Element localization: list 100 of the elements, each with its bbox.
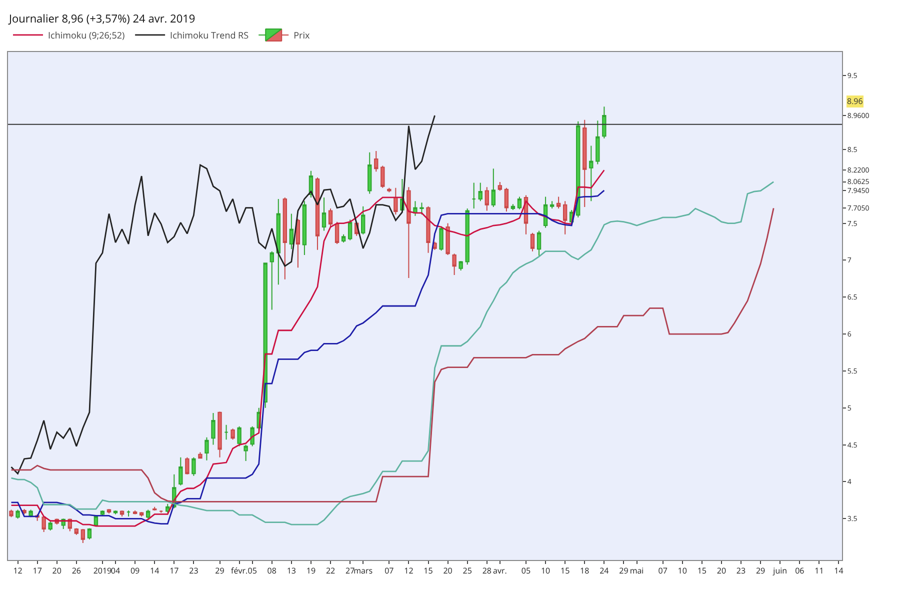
candlestick — [478, 182, 482, 202]
x-tick-label: 10 — [678, 566, 688, 577]
candlestick — [74, 528, 79, 536]
candlestick — [16, 509, 20, 520]
x-tick-label: 14 — [834, 566, 844, 577]
candlestick — [458, 260, 463, 272]
candlestick — [224, 424, 228, 440]
candlestick — [374, 150, 378, 172]
candlestick — [192, 456, 196, 476]
x-tick-label: 23 — [189, 566, 199, 577]
x-tick-label: 12 — [13, 566, 23, 577]
x-tick-label: 15 — [424, 566, 434, 577]
candlestick — [80, 528, 86, 544]
x-tick-label: 12 — [404, 566, 414, 577]
candlestick — [517, 196, 522, 210]
candlestick — [361, 206, 366, 235]
candlestick — [406, 186, 411, 278]
candlestick — [348, 219, 352, 241]
candlestick — [602, 106, 606, 139]
x-tick-label: 20 — [443, 566, 453, 577]
x-tick-label: 04 — [110, 566, 121, 577]
x-tick-label: févr. — [231, 566, 248, 577]
candlestick — [341, 234, 346, 243]
legend-label: Ichimoku (9;26;52) — [48, 28, 126, 42]
candlestick — [132, 510, 138, 515]
x-tick-label: 24 — [600, 566, 610, 577]
candlestick — [334, 221, 340, 244]
x-tick-label: 25 — [462, 566, 472, 577]
x-tick-label: 05 — [521, 566, 531, 577]
x-tick-label: 29 — [756, 566, 766, 577]
candlestick — [498, 181, 502, 192]
candlestick — [204, 436, 209, 461]
candlestick — [530, 232, 535, 252]
candlestick — [596, 120, 600, 165]
x-tick-label: 26 — [72, 566, 82, 577]
x-tick-label: 11 — [814, 566, 824, 577]
candlestick — [510, 204, 516, 211]
text: 8.96 — [847, 96, 864, 107]
candlestick — [368, 152, 372, 194]
candlestick — [244, 444, 248, 462]
x-tick-label: 29 — [215, 566, 225, 577]
candlestick — [282, 196, 288, 280]
candlestick — [48, 521, 52, 531]
x-tick-label: 20 — [52, 566, 62, 577]
candlestick — [178, 456, 183, 486]
x-tick-label: 27 — [345, 566, 356, 577]
x-tick-label: 10 — [540, 566, 551, 577]
x-tick-label: 29 — [619, 566, 629, 577]
candlestick — [426, 206, 430, 254]
legend-label: Ichimoku Trend RS — [170, 28, 249, 42]
candlestick — [218, 411, 222, 458]
x-tick-label: 05 — [248, 566, 258, 577]
x-tick-label: 07 — [384, 566, 394, 577]
candlestick — [504, 187, 509, 212]
x-tick-label: avr. — [493, 566, 507, 577]
candlestick — [394, 187, 398, 215]
candlestick — [139, 512, 144, 517]
candlestick — [536, 230, 542, 256]
candlestick — [126, 510, 131, 517]
x-tick-label: 2019 — [93, 566, 112, 577]
candlestick — [465, 208, 470, 266]
candlestick — [42, 516, 46, 532]
x-tick-label: 20 — [716, 566, 726, 577]
candlestick — [270, 250, 274, 310]
x-tick-label: 23 — [736, 566, 746, 577]
candlestick — [562, 200, 568, 235]
candlestick — [302, 200, 307, 256]
candlestick — [322, 196, 326, 232]
candlestick — [152, 506, 157, 512]
candlestick — [439, 226, 444, 252]
candlestick — [328, 208, 333, 228]
x-tick-label: 08 — [267, 566, 277, 577]
candlestick — [452, 253, 456, 276]
candlestick — [446, 222, 450, 256]
legend-label: Prix — [294, 28, 310, 42]
x-tick-label: 09 — [130, 566, 140, 577]
candlestick — [289, 213, 294, 250]
candlestick — [491, 168, 496, 208]
candlestick — [296, 218, 300, 268]
x-tick-label: 13 — [286, 566, 296, 577]
x-tick-label: 07 — [658, 566, 668, 577]
x-tick-label: 18 — [580, 566, 590, 577]
x-tick-label: mars — [354, 566, 373, 577]
candlestick — [230, 428, 235, 440]
x-tick-label: 22 — [326, 566, 336, 577]
candlestick — [556, 196, 561, 210]
candlestick — [146, 509, 150, 520]
candlestick — [87, 528, 92, 540]
x-tick-label: 17 — [170, 566, 180, 577]
candlestick — [276, 198, 280, 286]
x-tick-label: 28 — [482, 566, 492, 577]
candlestick — [198, 452, 202, 459]
candlestick — [315, 177, 320, 250]
chart-title: Journalier 8,96 (+3,57%) 24 avr. 2019 — [8, 12, 196, 27]
candlestick — [413, 200, 418, 216]
x-tick-label: 06 — [795, 566, 805, 577]
x-tick-label: juin — [772, 566, 788, 577]
candlestick — [185, 456, 190, 475]
line-series — [10, 114, 436, 474]
x-tick-label: 15 — [697, 566, 707, 577]
